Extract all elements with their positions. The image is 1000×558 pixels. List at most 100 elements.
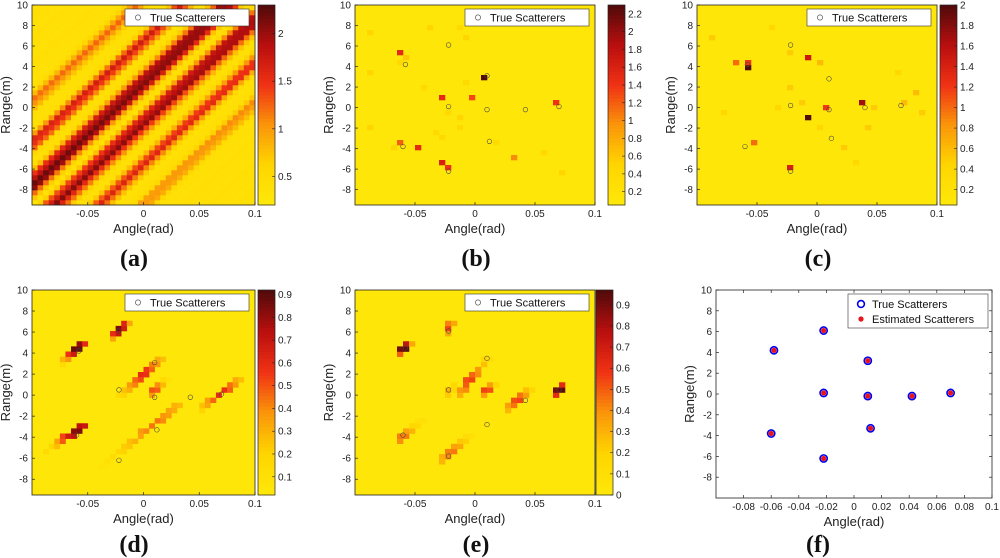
- chart-a-cell: [93, 200, 100, 206]
- chart-a-cell: [149, 70, 155, 76]
- chart-f-xtick-label: 0.04: [899, 502, 919, 513]
- chart-a-cell: [110, 120, 116, 126]
- chart-e-cell: [559, 382, 566, 388]
- chart-c-cell: [799, 100, 806, 106]
- chart-a-cell: [160, 155, 167, 161]
- chart-a-cell: [126, 35, 133, 41]
- chart-a-cell: [143, 105, 150, 111]
- chart-c-colorbar-segment: [940, 31, 957, 36]
- chart-a-cell: [132, 80, 139, 86]
- chart-a-cell: [176, 5, 183, 11]
- chart-a-cell: [76, 125, 83, 131]
- chart-a-cell: [82, 75, 89, 81]
- chart-e-colorbar-segment: [596, 378, 613, 383]
- chart-a-cell: [137, 60, 144, 66]
- chart-c-cell: [853, 160, 860, 166]
- chart-a-cell: [199, 125, 206, 131]
- chart-a-cell: [59, 60, 66, 66]
- chart-a-cell: [143, 150, 150, 156]
- chart-a-cell: [137, 180, 144, 186]
- chart-e-cell: [445, 454, 452, 460]
- chart-a-cell: [149, 130, 155, 136]
- chart-a-cell: [215, 145, 222, 151]
- chart-a-cell: [176, 180, 183, 186]
- chart-a-cell: [232, 155, 239, 161]
- chart-d-colorbar-segment: [258, 382, 275, 387]
- chart-a-cell: [110, 45, 116, 51]
- chart-a-cell: [193, 200, 200, 206]
- chart-a-colorbar-frame: [257, 4, 276, 206]
- chart-d-true-scatterer: [187, 394, 193, 400]
- chart-a-cell: [232, 150, 239, 156]
- chart-a-cell: [71, 110, 77, 116]
- chart-a-cell: [232, 185, 239, 191]
- chart-c-colorbar-segment: [940, 48, 957, 53]
- chart-a-cell: [154, 60, 161, 66]
- chart-a-cell: [115, 130, 122, 136]
- chart-a-cell: [65, 115, 72, 121]
- chart-a-cell: [37, 10, 44, 16]
- chart-a-cell: [232, 70, 239, 76]
- chart-a-cell: [87, 65, 94, 71]
- chart-a-cell: [98, 15, 105, 21]
- chart-a-cell: [221, 125, 228, 131]
- chart-a-cell: [59, 125, 66, 131]
- chart-a-cell: [110, 35, 116, 41]
- chart-b-ytick-label: -6: [342, 165, 351, 176]
- chart-a-colorbar-segment: [258, 138, 275, 143]
- chart-a-cell: [65, 90, 72, 96]
- chart-e-colorbar-segment: [596, 467, 613, 472]
- chart-a-cell: [126, 195, 133, 201]
- chart-a-cell: [132, 170, 139, 176]
- chart-a-cell: [221, 120, 228, 126]
- chart-a-cell: [154, 35, 161, 41]
- chart-a-cell: [249, 60, 256, 66]
- chart-c-colorbar-segment: [940, 95, 957, 99]
- chart-a-cell: [149, 95, 155, 101]
- chart-a-cell: [37, 25, 44, 31]
- chart-b-colorbar-segment: [608, 168, 625, 173]
- chart-a-cell: [210, 190, 217, 196]
- chart-d-cell: [126, 382, 133, 388]
- chart-a-cell: [210, 75, 217, 81]
- chart-a-cell: [210, 160, 217, 166]
- chart-d-colorbar-frame: [257, 289, 276, 496]
- chart-a-xtick-label: 0: [141, 209, 147, 220]
- chart-e-ytick-label: 8: [345, 307, 351, 318]
- chart-a-cell: [199, 30, 206, 36]
- chart-a-cell: [193, 80, 200, 86]
- chart-a-cell: [149, 65, 155, 71]
- chart-a-cell: [32, 45, 38, 51]
- chart-f-ytick-label: -8: [703, 473, 712, 484]
- chart-b-colorbar-segment: [608, 145, 625, 149]
- chart-a-cell: [71, 145, 77, 151]
- chart-a-cell: [232, 85, 239, 91]
- chart-d-colorbar-segment: [258, 474, 275, 479]
- chart-a-cell: [115, 90, 122, 96]
- chart-d-cell: [76, 341, 83, 347]
- chart-f-ytick-label: 0: [706, 390, 712, 401]
- chart-a-cell: [232, 130, 239, 136]
- chart-a-cell: [210, 105, 217, 111]
- chart-d-colorbar-label: 0.3: [278, 427, 292, 438]
- chart-a-cell: [221, 85, 228, 91]
- chart-a-cell: [227, 180, 234, 186]
- chart-a-cell: [48, 40, 55, 46]
- chart-a-cell: [54, 95, 61, 101]
- chart-a-cell: [149, 30, 155, 36]
- chart-a-cell: [132, 185, 139, 191]
- chart-a-cell: [204, 115, 211, 121]
- chart-a-cell: [204, 55, 211, 61]
- chart-c-colorbar-segment: [940, 71, 957, 76]
- chart-a-cell: [59, 140, 66, 146]
- chart-b-colorbar-segment: [608, 48, 625, 53]
- chart-a-cell: [171, 165, 178, 171]
- chart-a-cell: [193, 170, 200, 176]
- chart-b-colorbar-label: 1.8: [628, 45, 642, 56]
- chart-a-cell: [104, 75, 111, 81]
- chart-d-ytick-label: -2: [19, 412, 28, 423]
- chart-a-cell: [204, 75, 211, 81]
- chart-a-cell: [204, 90, 211, 96]
- chart-b-colorbar-segment: [608, 108, 625, 113]
